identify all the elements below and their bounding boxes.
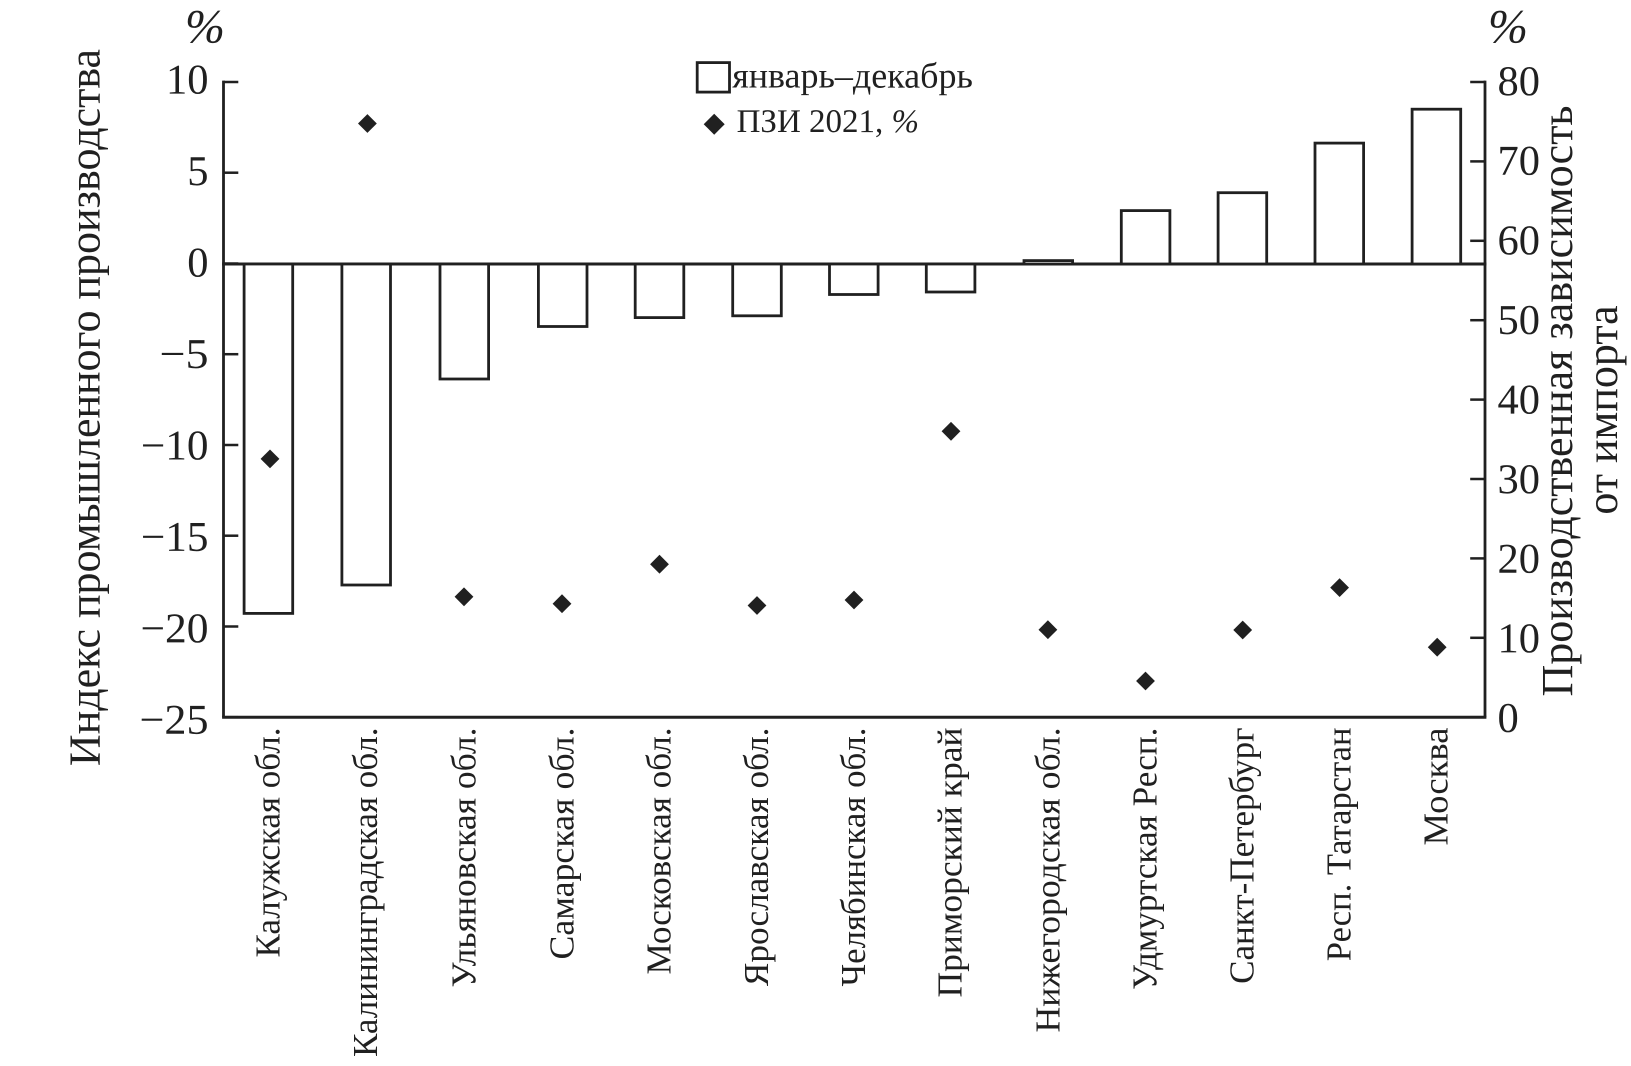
svg-text:Нижегородская обл.: Нижегородская обл. xyxy=(1028,728,1067,1033)
svg-text:40: 40 xyxy=(1497,377,1540,424)
svg-text:%: % xyxy=(1488,0,1528,53)
svg-text:Удмуртская Респ.: Удмуртская Респ. xyxy=(1126,728,1165,990)
svg-text:0: 0 xyxy=(187,240,208,287)
svg-text:60: 60 xyxy=(1497,217,1540,264)
svg-text:Москва: Москва xyxy=(1416,727,1455,845)
svg-text:Московская обл.: Московская обл. xyxy=(640,728,679,975)
svg-text:−25: −25 xyxy=(139,697,208,744)
svg-text:10: 10 xyxy=(166,57,209,104)
svg-text:Самарская обл.: Самарская обл. xyxy=(543,728,582,960)
svg-text:Ярославская обл.: Ярославская обл. xyxy=(737,728,776,987)
svg-text:Санкт-Петербург: Санкт-Петербург xyxy=(1222,728,1261,984)
svg-text:Приморский край: Приморский край xyxy=(931,728,970,998)
svg-text:Респ. Татарстан: Респ. Татарстан xyxy=(1319,728,1358,962)
svg-text:−15: −15 xyxy=(141,514,209,561)
svg-text:Производственная зависимость: Производственная зависимость xyxy=(1533,105,1582,696)
svg-text:Индекс промышленного производс: Индекс промышленного производства xyxy=(61,49,110,766)
svg-text:20: 20 xyxy=(1497,536,1540,583)
svg-text:январь–декабрь: январь–декабрь xyxy=(732,56,973,96)
svg-text:0: 0 xyxy=(1497,695,1518,742)
svg-text:ПЗИ 2021, %: ПЗИ 2021, % xyxy=(737,104,919,140)
svg-text:80: 80 xyxy=(1497,58,1540,105)
svg-text:Челябинская обл.: Челябинская обл. xyxy=(834,728,873,987)
svg-text:Ульяновская обл.: Ульяновская обл. xyxy=(444,728,483,988)
svg-text:Калининградская обл.: Калининградская обл. xyxy=(346,728,385,1058)
svg-text:Калужская обл.: Калужская обл. xyxy=(248,728,287,958)
svg-text:−10: −10 xyxy=(141,422,209,469)
svg-text:10: 10 xyxy=(1497,615,1540,662)
svg-text:50: 50 xyxy=(1497,297,1540,344)
svg-text:5: 5 xyxy=(187,148,208,195)
svg-text:−5: −5 xyxy=(159,331,208,378)
svg-text:−20: −20 xyxy=(140,605,208,652)
svg-text:от импорта: от импорта xyxy=(1578,305,1627,514)
svg-text:70: 70 xyxy=(1497,138,1540,185)
svg-text:%: % xyxy=(185,0,225,53)
svg-text:30: 30 xyxy=(1497,456,1540,503)
